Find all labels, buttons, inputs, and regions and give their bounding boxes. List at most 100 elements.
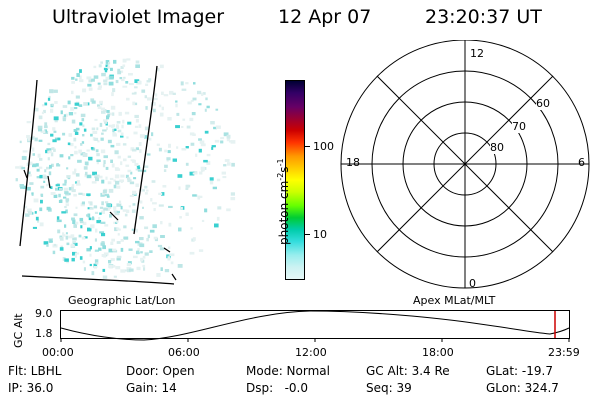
uv-pixel <box>139 216 144 220</box>
uv-pixel <box>206 161 211 165</box>
uv-pixel <box>93 266 97 269</box>
uv-pixel <box>103 255 106 258</box>
uv-pixel <box>144 192 148 195</box>
uv-pixel <box>78 192 83 195</box>
uv-pixel <box>84 161 89 166</box>
uv-pixel <box>94 137 99 141</box>
uv-pixel <box>121 79 125 82</box>
uv-pixel <box>35 163 39 167</box>
uv-pixel <box>151 102 156 106</box>
uv-pixel <box>159 64 164 69</box>
uv-pixel <box>74 112 77 115</box>
uv-pixel <box>215 125 221 129</box>
uv-pixel <box>95 149 99 153</box>
uv-pixel <box>43 175 48 180</box>
uv-pixel <box>118 111 122 116</box>
uv-pixel <box>224 159 230 162</box>
uv-pixel <box>146 238 149 242</box>
uv-pixel <box>149 229 155 233</box>
uv-pixel <box>76 183 81 186</box>
uv-pixel <box>39 157 43 161</box>
uv-pixel <box>101 110 106 114</box>
unit-mid: s <box>277 166 291 173</box>
uv-pixel <box>79 217 84 222</box>
uv-pixel <box>145 83 149 86</box>
uv-pixel <box>108 264 113 269</box>
uv-pixel <box>126 58 131 61</box>
uv-pixel <box>122 209 128 212</box>
unit-exponent: -1 <box>276 158 285 167</box>
uv-pixel <box>62 257 66 261</box>
uv-pixel <box>64 191 69 195</box>
uv-pixel <box>109 177 114 181</box>
uv-pixel <box>206 105 210 109</box>
uv-pixel <box>101 233 106 237</box>
uv-pixel <box>144 252 149 256</box>
uv-pixel <box>91 271 95 276</box>
uv-pixel <box>190 142 195 146</box>
uv-pixel <box>126 268 131 273</box>
uv-pixel <box>91 181 97 184</box>
uv-pixel <box>211 145 216 148</box>
uv-pixel <box>73 223 77 228</box>
uv-pixel <box>54 119 58 123</box>
uv-pixel <box>158 104 162 108</box>
uv-pixel <box>35 216 39 221</box>
uv-pixel <box>167 256 171 261</box>
uv-pixel <box>177 264 183 268</box>
uv-pixel <box>112 248 117 252</box>
uv-pixel <box>80 113 86 118</box>
uv-pixel <box>49 164 52 169</box>
uv-pixel <box>71 189 76 193</box>
uv-pixel <box>135 168 140 171</box>
uv-pixel <box>82 153 88 157</box>
uv-pixel <box>175 103 178 108</box>
uv-pixel <box>152 108 156 113</box>
uv-pixel <box>97 106 102 109</box>
uv-pixel <box>146 189 149 192</box>
uv-pixel <box>67 192 71 196</box>
mlt-label-noon: 12 <box>470 47 484 60</box>
uv-pixel <box>53 148 56 152</box>
uv-pixel <box>47 157 50 161</box>
uv-pixel <box>47 142 51 146</box>
uv-pixel <box>60 110 63 115</box>
uv-pixel <box>88 217 92 221</box>
uv-pixel <box>159 247 165 251</box>
uv-pixel <box>210 121 215 125</box>
uv-pixel <box>40 193 44 197</box>
uv-pixel <box>176 146 179 149</box>
info-ip: IP: 36.0 <box>8 381 54 395</box>
uv-pixel <box>63 196 67 199</box>
uv-pixel <box>39 222 44 227</box>
uv-pixel <box>100 192 105 197</box>
uv-pixel <box>74 254 77 258</box>
uv-pixel <box>102 189 107 194</box>
uv-pixel <box>203 159 208 163</box>
uv-pixel <box>123 225 127 229</box>
uv-pixel <box>164 164 168 168</box>
uv-pixel <box>64 206 67 209</box>
uv-pixel <box>114 227 118 232</box>
uv-pixel <box>179 216 182 219</box>
uv-pixel <box>38 166 43 169</box>
uv-pixel <box>134 125 139 128</box>
uv-pixel <box>116 210 120 213</box>
uv-pixel <box>41 111 44 115</box>
uv-pixel <box>21 156 27 160</box>
uv-pixel <box>38 128 43 132</box>
uv-pixel <box>138 124 142 128</box>
uv-pixel <box>96 153 100 157</box>
uv-pixel <box>47 150 52 154</box>
uv-pixel <box>100 242 105 246</box>
uv-pixel <box>108 75 114 80</box>
uv-pixel <box>102 163 106 168</box>
uv-pixel <box>127 155 132 158</box>
uv-pixel <box>144 226 149 230</box>
uv-pixel <box>124 213 128 217</box>
uv-pixel <box>74 131 79 135</box>
uv-pixel <box>168 205 173 208</box>
uv-pixel <box>125 81 129 84</box>
uv-pixel <box>113 206 117 210</box>
uv-pixel <box>88 87 93 91</box>
